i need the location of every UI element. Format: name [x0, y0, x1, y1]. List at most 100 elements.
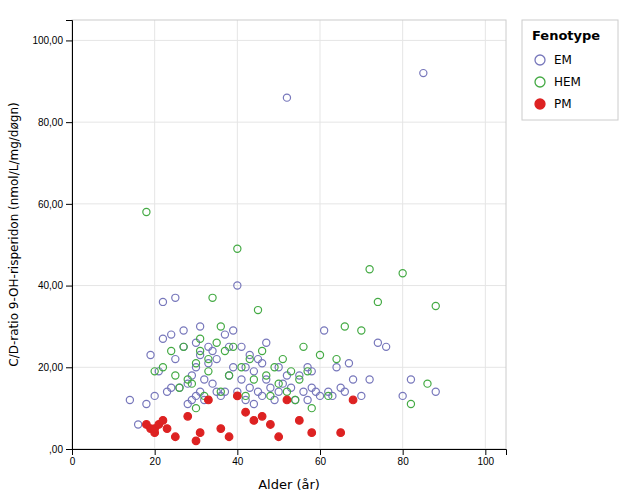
y-tick-label: 100,00: [32, 35, 63, 46]
point: [263, 339, 270, 346]
point: [358, 392, 365, 399]
point: [287, 384, 294, 391]
point: [432, 302, 439, 309]
point: [197, 347, 204, 354]
plot-frame: [72, 20, 506, 449]
point: [250, 417, 258, 425]
point: [246, 384, 253, 391]
y-tick-label: 20,00: [38, 362, 63, 373]
grid-line-x: [485, 20, 486, 449]
point: [316, 351, 323, 358]
point: [292, 396, 299, 403]
point: [259, 392, 266, 399]
point: [163, 388, 170, 395]
point: [250, 400, 257, 407]
legend-label: PM: [554, 97, 572, 111]
point: [341, 323, 348, 330]
point: [197, 388, 204, 395]
point: [172, 372, 179, 379]
point: [399, 270, 406, 277]
point: [151, 368, 158, 375]
y-tick-mark: [66, 449, 72, 450]
point: [163, 425, 171, 433]
point: [259, 360, 266, 367]
point: [263, 372, 270, 379]
point: [275, 433, 283, 441]
series: [143, 208, 440, 411]
y-tick: ,00: [49, 444, 72, 455]
point: [420, 70, 427, 77]
legend-marker: [535, 55, 545, 65]
grid-line-x: [154, 20, 155, 449]
point: [349, 396, 357, 404]
point: [333, 356, 340, 363]
point: [275, 380, 282, 387]
point: [333, 364, 340, 371]
x-tick-mark: [237, 449, 238, 455]
point: [366, 266, 373, 273]
point: [168, 384, 175, 391]
point: [159, 335, 166, 342]
point: [325, 392, 332, 399]
grid: [72, 20, 506, 449]
point: [300, 343, 307, 350]
legend-label: HEM: [554, 75, 581, 89]
point: [242, 392, 249, 399]
point: [341, 388, 348, 395]
point: [246, 356, 253, 363]
point: [147, 351, 154, 358]
point: [287, 368, 294, 375]
x-tick-label: 0: [70, 456, 76, 467]
point: [184, 400, 191, 407]
point: [209, 347, 216, 354]
point: [172, 433, 180, 441]
point: [267, 384, 274, 391]
x-tick-label: 20: [150, 456, 162, 467]
point: [205, 368, 212, 375]
x-tick-label: 60: [315, 456, 327, 467]
point: [321, 327, 328, 334]
point: [192, 437, 200, 445]
point: [180, 343, 187, 350]
series: [143, 392, 357, 445]
point: [192, 405, 199, 412]
legend-marker: [535, 77, 545, 87]
x-tick-mark: [320, 449, 321, 455]
point: [304, 368, 311, 375]
x-tick-mark: [155, 449, 156, 455]
point: [374, 298, 381, 305]
point: [221, 347, 228, 354]
y-axis: ,0020,0040,0060,0080,00100,00: [32, 21, 72, 455]
point: [267, 392, 274, 399]
point: [168, 347, 175, 354]
point: [159, 298, 166, 305]
y-tick-mark: [66, 367, 72, 368]
point: [230, 343, 237, 350]
x-tick: 40: [232, 449, 244, 467]
y-tick: 60,00: [38, 199, 72, 210]
y-tick-mark: [66, 204, 72, 205]
point: [271, 364, 278, 371]
point: [168, 331, 175, 338]
point: [180, 327, 187, 334]
point: [258, 413, 266, 421]
y-tick: 40,00: [38, 280, 72, 291]
point: [217, 388, 224, 395]
point: [250, 368, 257, 375]
point: [225, 433, 233, 441]
point: [213, 356, 220, 363]
x-tick: 60: [315, 449, 327, 467]
point: [238, 364, 245, 371]
point: [126, 396, 133, 403]
point: [259, 347, 266, 354]
point: [292, 396, 299, 403]
point: [407, 376, 414, 383]
point: [159, 364, 166, 371]
point: [180, 343, 187, 350]
point: [254, 306, 261, 313]
point: [283, 372, 290, 379]
point: [135, 421, 142, 428]
point: [308, 384, 315, 391]
point: [221, 331, 228, 338]
point: [283, 388, 290, 395]
